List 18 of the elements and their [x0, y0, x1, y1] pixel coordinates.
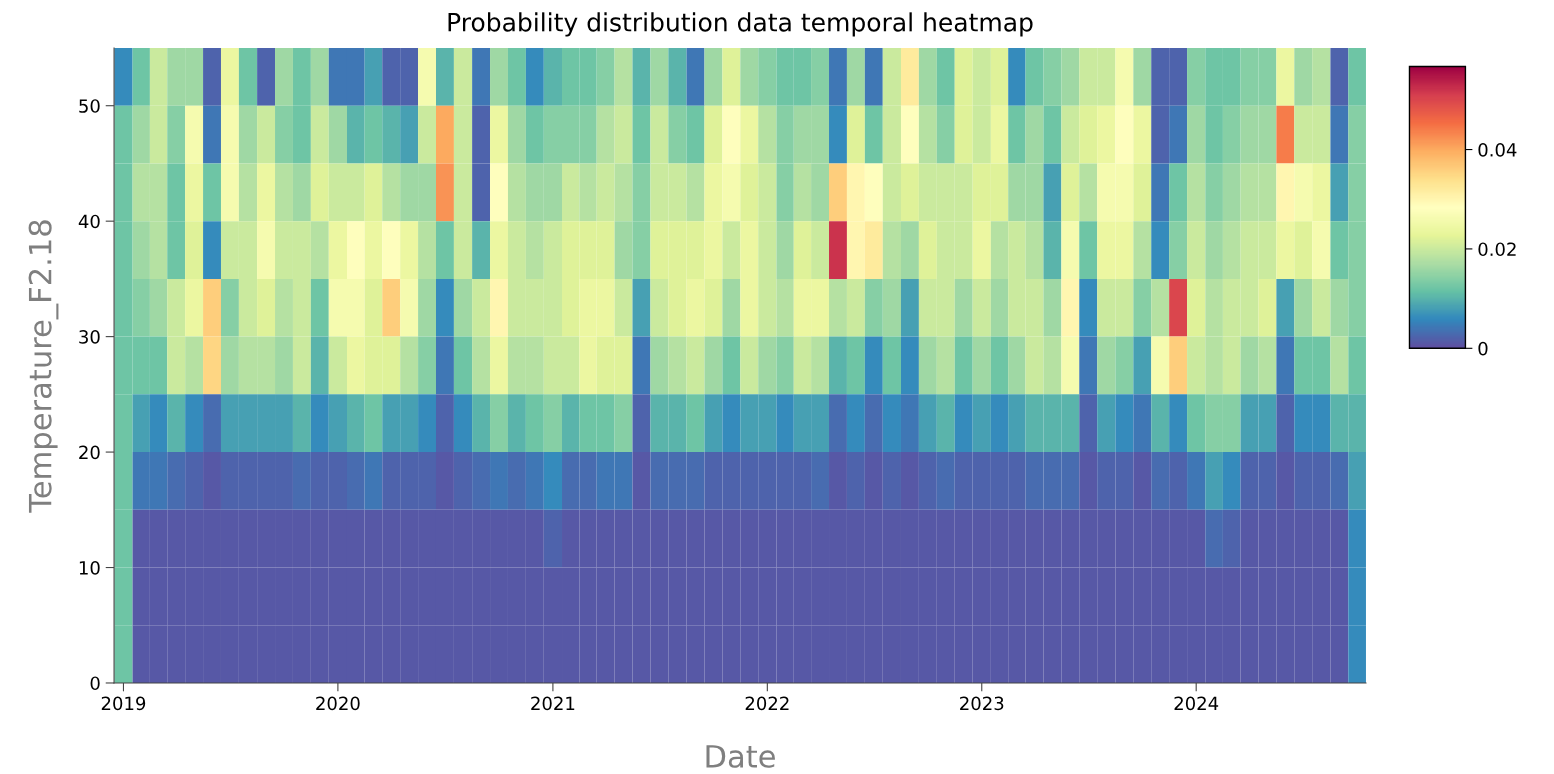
chart-title: Probability distribution data temporal heatmap [448, 12, 1033, 37]
y-tick-label: 20 [79, 445, 100, 460]
y-tick-label: 10 [79, 560, 100, 575]
x-tick-label: 2019 [101, 696, 146, 711]
x-tick-label: 2020 [316, 696, 360, 711]
color-bar-label: 0.04 [1478, 143, 1517, 157]
x-tick-label: 2021 [531, 696, 575, 711]
x-axis-title: Date [706, 745, 775, 768]
y-tick-label: 30 [79, 330, 100, 344]
y-tick-label: 50 [79, 99, 100, 113]
x-tick-label: 2024 [1174, 696, 1219, 711]
x-tick-label: 2022 [745, 696, 789, 711]
y-tick-label: 0 [90, 676, 100, 691]
color-bar-label: 0 [1478, 341, 1488, 356]
color-bar-label: 0.02 [1478, 242, 1516, 257]
x-tick-label: 2023 [960, 696, 1004, 711]
y-axis-title: Temperature_F2.18 [28, 220, 59, 513]
y-tick-label: 40 [78, 214, 100, 229]
